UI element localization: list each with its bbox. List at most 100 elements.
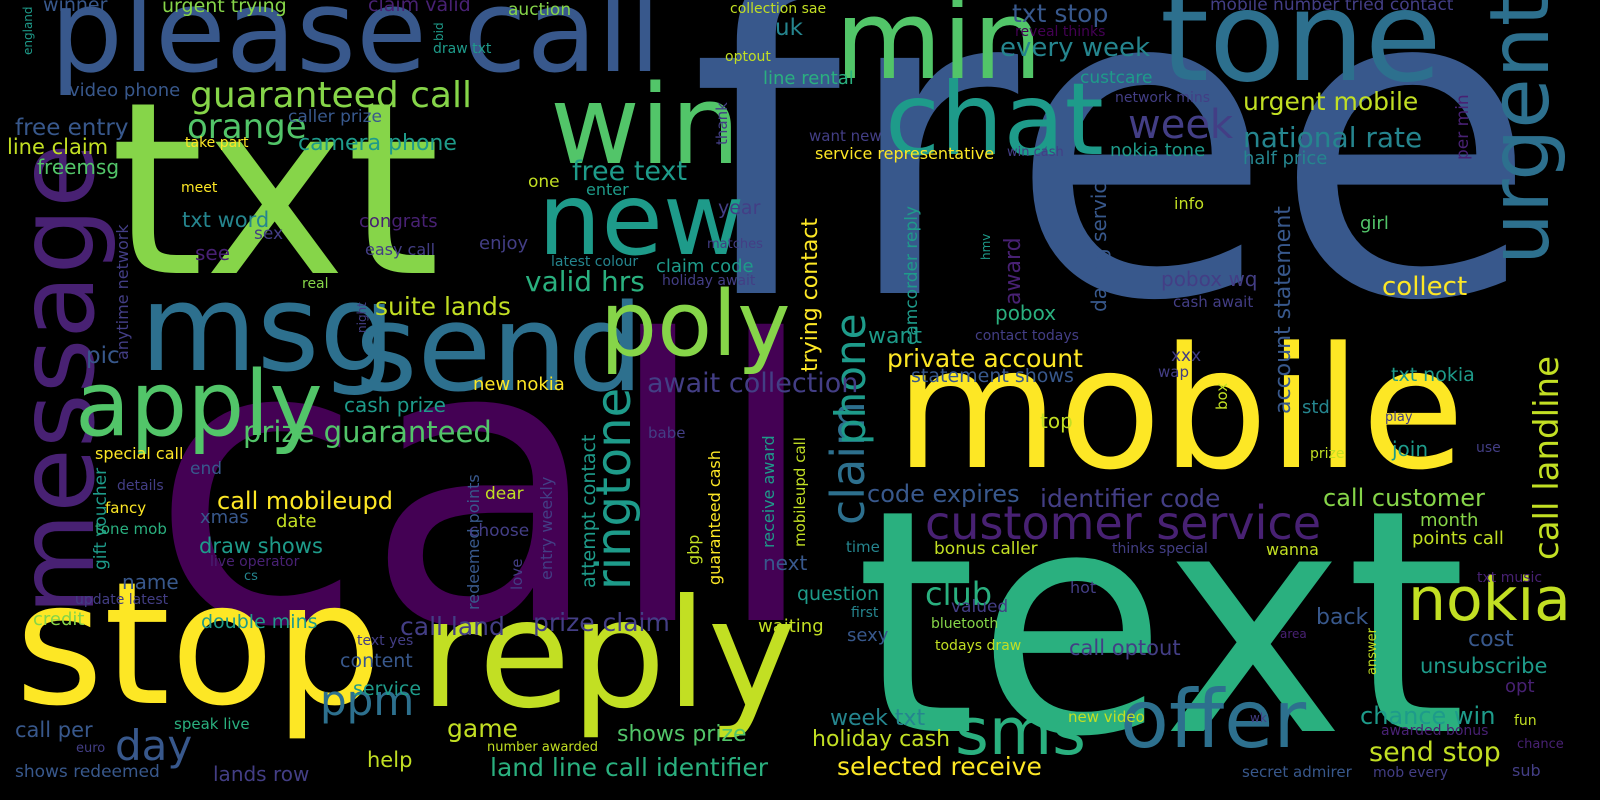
word-back: back (1316, 605, 1369, 630)
word-urgent-mobile: urgent mobile (1243, 87, 1419, 116)
word-call-customer: call customer (1323, 484, 1485, 512)
word-prize-guaranteed: prize guaranteed (243, 415, 492, 449)
word-babe: babe (648, 424, 686, 442)
word-content: content (340, 650, 413, 672)
word-msg: msg (140, 260, 396, 399)
word-awarded-bonus: awarded bonus (1381, 723, 1489, 739)
word-stop: stop (15, 546, 383, 744)
word-one: one (528, 172, 560, 192)
word-receive-award: receive award (759, 435, 778, 548)
word-hot: hot (1070, 578, 1097, 597)
word-call-optout: call optout (1069, 636, 1181, 660)
word-entry-weekly: entry weekly (537, 476, 556, 580)
word-send-stop: send stop (1369, 737, 1501, 768)
word-bonus-caller: bonus caller (934, 539, 1038, 559)
word-special-call: special call (95, 444, 184, 463)
word-win-cash: win cash (1007, 145, 1064, 160)
word-secret-admirer: secret admirer (1242, 763, 1352, 781)
word-offer: offer (1120, 673, 1307, 766)
word-choose: choose (469, 521, 530, 541)
word-todays-draw: todays draw (935, 638, 1022, 654)
word-call: call (150, 258, 821, 712)
word-help: help (367, 748, 413, 772)
word-orange: orange (187, 107, 307, 147)
word-thinks-special: thinks special (1112, 541, 1208, 557)
word-join: join (1392, 437, 1429, 461)
word-mobile-number-tried-contact: mobile number tried contact (1210, 0, 1454, 15)
word-hmv: hmv (979, 233, 993, 260)
word-waiting: waiting (758, 616, 824, 637)
word-wap: wap (1158, 363, 1189, 381)
word-redeemed-points: redeemed points (464, 474, 483, 610)
word-update-latest: update latest (75, 592, 169, 608)
word-anytime-network: anytime network (113, 224, 132, 360)
word-custcare: custcare (1080, 68, 1153, 88)
word-speak-live: speak live (174, 715, 250, 733)
word-pic: pic (86, 343, 120, 369)
word-xxx: xxx (1171, 346, 1202, 366)
word-reveal-thinks: reveal thinks (1015, 24, 1106, 40)
word-claim-valid: claim valid (368, 0, 471, 16)
word-enter: enter (586, 180, 629, 199)
word-mobileupd-call: mobileupd call (791, 437, 809, 547)
word-new-nokia: new nokia (473, 374, 565, 395)
word-tone: tone (1160, 0, 1442, 110)
word-see: see (195, 241, 231, 265)
word-identifier-code: identifier code (1040, 484, 1221, 513)
word-sexy: sexy (847, 625, 889, 646)
word-new: new (538, 161, 745, 278)
word-top: top (1040, 409, 1073, 433)
word-answer: answer (1365, 628, 1380, 675)
word-network-mins: network mins (1115, 90, 1210, 106)
word-gift-voucher: gift voucher (91, 467, 111, 570)
word-double-mins: double mins (201, 611, 318, 633)
word-draw-txt: draw txt (433, 41, 492, 57)
word-date: date (276, 511, 317, 532)
word-game: game (447, 714, 518, 743)
word-year: year (718, 197, 761, 219)
word-txt-nokia: txt nokia (1391, 364, 1475, 386)
word-text-yes: text yes (357, 633, 414, 649)
word-code-expires: code expires (867, 480, 1020, 508)
word-txt-word: txt word (182, 208, 270, 232)
word-week: week (1128, 102, 1234, 148)
word-england: england (21, 6, 35, 55)
word-fancy: fancy (105, 499, 147, 517)
word-shows-prize: shows prize (617, 722, 747, 747)
word-chat: chat (885, 61, 1104, 178)
word-line-rental: line rental (763, 68, 854, 89)
word-mobile: mobile (895, 311, 1465, 507)
word-please-call: please call (50, 0, 661, 99)
word-apply: apply (75, 352, 323, 457)
word-pobox-wq: pobox wq (1161, 267, 1258, 291)
word-award: award (1001, 237, 1026, 305)
word-customer-service: customer service (925, 496, 1322, 550)
word-want: want (868, 324, 923, 349)
word-shows-redeemed: shows redeemed (15, 762, 160, 782)
word-text: text (855, 444, 1467, 800)
word-name: name (122, 570, 179, 594)
word-end: end (190, 459, 223, 479)
word-service: service (353, 678, 422, 700)
word-account-statement: account statement (1271, 206, 1296, 414)
word-girl: girl (1360, 213, 1389, 234)
word-uk: uk (775, 15, 803, 41)
word-caller-prize: caller prize (288, 107, 382, 127)
word-bid: bid (432, 22, 446, 41)
word-cost: cost (1468, 627, 1514, 652)
word-suite-lands: suite lands (375, 292, 511, 321)
word-trying-contact: trying contact (798, 217, 823, 372)
word-chance: chance (1517, 737, 1564, 752)
word-next: next (763, 551, 808, 575)
word-day: day (115, 721, 193, 770)
word-real: real (302, 276, 329, 292)
word-min: min (835, 0, 1043, 104)
word-claim-code: claim code (656, 256, 754, 277)
word-winner: winner (43, 0, 108, 16)
word-opt: opt (1505, 676, 1535, 697)
word-call-land: call land (400, 612, 505, 641)
word-time: time (846, 538, 880, 556)
word-await-collection: await collection (647, 368, 859, 399)
word-poly: poly (600, 272, 791, 377)
word-wk: wk (1250, 711, 1267, 725)
